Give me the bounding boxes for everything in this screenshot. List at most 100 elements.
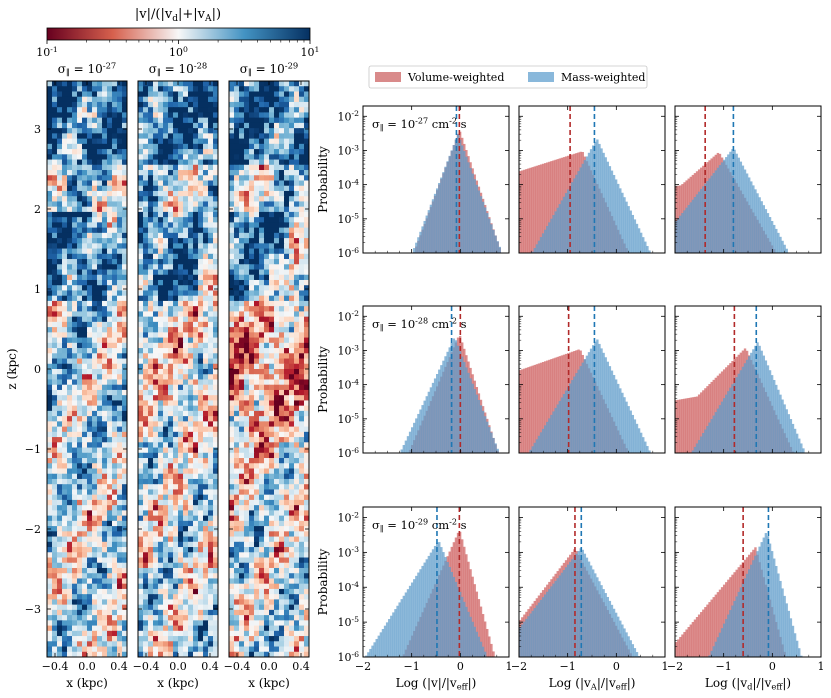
colorbar-tick-label: 10-1 xyxy=(36,45,58,59)
histogram-bar xyxy=(752,560,755,657)
histogram-bar xyxy=(539,599,543,657)
histogram-series-mass xyxy=(691,342,805,453)
histogram-bar xyxy=(733,380,736,453)
histogram-bar xyxy=(712,173,715,253)
histogram-bar xyxy=(781,399,784,453)
histogram-bar xyxy=(610,170,614,253)
histogram-bar xyxy=(456,345,460,453)
histogram-bar xyxy=(575,373,578,453)
y-tick-label: 10-5 xyxy=(338,412,360,426)
histogram-bar xyxy=(722,584,726,657)
histogram-bar xyxy=(404,592,408,657)
histogram-bar xyxy=(560,200,564,253)
histogram-bar xyxy=(702,609,705,657)
histogram-bar xyxy=(388,619,391,657)
histogram-bar xyxy=(760,350,763,453)
row-label: σ∥ = 10-28 cm-2 s xyxy=(372,317,467,333)
histogram-panel: 10-2 10-3 10-4 10-5 10-6 σ∥ = 10-27 cm-2 s Pro… xyxy=(316,105,510,260)
histogram-bar xyxy=(575,174,578,253)
histogram-bar xyxy=(488,636,491,657)
histogram-bar xyxy=(417,237,420,253)
histogram-bar xyxy=(610,604,614,657)
histogram-series-mass xyxy=(531,139,651,253)
histogram-bar xyxy=(425,559,428,657)
histogram-bar xyxy=(720,401,724,453)
histogram-bar xyxy=(685,629,688,657)
histogram-bar xyxy=(629,210,632,253)
histogram-bar xyxy=(775,228,778,253)
z-axis-label: z (kpc) xyxy=(5,348,19,389)
y-tick-label: 10-6 xyxy=(338,446,360,460)
histogram-bar xyxy=(745,173,749,253)
histogram-bar xyxy=(748,569,751,657)
histogram-bar xyxy=(490,224,493,253)
histogram-bar xyxy=(731,384,734,453)
histogram-bar xyxy=(371,645,374,657)
histogram-bar xyxy=(469,616,472,657)
histogram-bar xyxy=(783,595,786,657)
histogram-bar xyxy=(554,357,557,453)
histogram-bar xyxy=(722,398,726,453)
z-tick-label: 0 xyxy=(34,363,41,376)
histogram-bar xyxy=(529,613,532,657)
density-map-panel: σ∥ = 10-29 −0.4 0.0 0.4x (kpc) xyxy=(224,60,310,690)
histogram-bar xyxy=(614,612,618,657)
histogram-bar xyxy=(452,338,456,453)
histogram-bar xyxy=(527,168,530,253)
histogram-bar xyxy=(773,558,776,657)
histogram-bar xyxy=(720,628,724,657)
histogram-bar xyxy=(475,591,479,657)
histogram-bar xyxy=(606,596,609,657)
histogram-bar xyxy=(679,636,682,657)
histogram-bar xyxy=(693,396,697,453)
histogram-bar xyxy=(483,651,487,657)
histogram-bar xyxy=(531,610,534,657)
histogram-bar xyxy=(481,646,485,657)
histogram-bar xyxy=(646,446,649,453)
histogram-bar xyxy=(548,418,551,453)
histogram-bar xyxy=(402,445,406,453)
histogram-bar xyxy=(785,409,788,453)
z-tick-label: −1 xyxy=(25,443,41,456)
x-tick-label: 0.4 xyxy=(201,660,219,673)
histogram-bar xyxy=(490,643,493,657)
histogram-bar xyxy=(394,609,397,657)
histogram-bar xyxy=(467,611,470,657)
histogram-bar xyxy=(566,189,570,253)
histogram-bar xyxy=(704,429,707,453)
histogram-bar xyxy=(623,628,626,657)
legend-swatch-mass xyxy=(528,72,554,82)
histogram-bar xyxy=(770,551,774,657)
histogram-bar xyxy=(679,399,682,453)
histogram-bar xyxy=(554,211,557,253)
histogram-bar xyxy=(800,443,803,453)
histogram-bar xyxy=(633,648,637,657)
histogram-bar xyxy=(413,579,416,657)
histogram-bar xyxy=(488,218,491,253)
histogram-bar xyxy=(685,398,688,453)
histogram-bar xyxy=(743,578,747,657)
histogram-bar xyxy=(444,356,447,453)
histogram-bar xyxy=(415,418,418,453)
histogram-bar xyxy=(427,391,431,453)
histogram-bar xyxy=(585,557,589,657)
histogram-series-mass xyxy=(365,542,487,657)
x-tick-label: −1 xyxy=(716,660,732,673)
histogram-bar xyxy=(608,366,612,453)
histogram-bar xyxy=(639,432,643,453)
histogram-bar xyxy=(677,399,680,453)
histogram-bar xyxy=(575,553,578,657)
x-axis-label: x (kpc) xyxy=(66,676,108,690)
histogram-bar xyxy=(492,651,495,657)
histogram-bar xyxy=(646,246,649,253)
histogram-bar xyxy=(633,419,637,453)
histogram-bar xyxy=(644,241,647,253)
histogram-bar xyxy=(592,145,595,253)
histogram-bar xyxy=(623,197,626,253)
histogram-bar xyxy=(525,618,528,657)
row-label: σ∥ = 10-29 cm-2 s xyxy=(372,518,467,534)
histogram-bar xyxy=(627,636,630,657)
histogram-bar xyxy=(748,177,751,253)
histogram-bar xyxy=(596,139,599,253)
histogram-bar xyxy=(606,161,609,253)
